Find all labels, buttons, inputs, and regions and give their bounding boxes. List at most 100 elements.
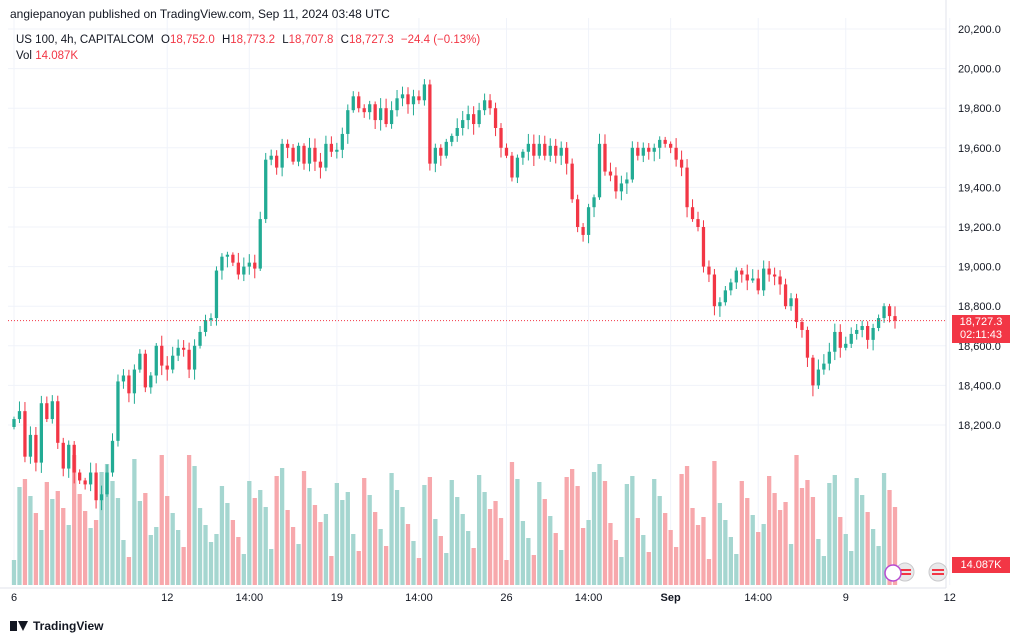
volume-bar xyxy=(668,530,673,585)
candle-body xyxy=(417,96,421,101)
volume-bar xyxy=(285,510,290,585)
volume-bar xyxy=(673,547,679,585)
volume-bar xyxy=(553,533,558,585)
candle-body xyxy=(762,268,766,291)
volume-bar xyxy=(591,472,597,585)
volume-bar xyxy=(827,483,832,585)
candle-body xyxy=(264,159,268,220)
tradingview-logo-icon xyxy=(10,620,28,632)
price-axis[interactable]: 18,200.0 18,400.0 18,600.0 18,800.0 19,000.0… xyxy=(958,24,1001,432)
close-value: 18,727.3 xyxy=(348,34,394,46)
time-axis[interactable]: 6 12 14:00 19 14:00 26 14:00 Sep 14:00 9 12 xyxy=(11,592,956,604)
volume-bar xyxy=(619,557,624,585)
tradingview-branding[interactable]: TradingView xyxy=(10,619,103,633)
candle-body xyxy=(822,363,826,370)
volume-bar xyxy=(695,525,701,585)
volume-bar xyxy=(28,496,33,585)
candle-body xyxy=(515,157,520,178)
candle-body xyxy=(669,143,673,148)
volume-bar xyxy=(767,476,772,585)
volume-bar xyxy=(712,461,717,585)
volume-bar xyxy=(389,473,394,585)
volume-bar xyxy=(586,520,591,585)
volume-bar xyxy=(498,518,504,585)
candle-body xyxy=(882,306,886,319)
volume-bar xyxy=(805,480,810,585)
volume-bar xyxy=(197,508,203,585)
volume-bar xyxy=(269,549,274,585)
candle-body xyxy=(876,318,881,328)
candle-body xyxy=(384,108,388,125)
last-price-value: 18,727.3 xyxy=(959,316,1003,328)
candle-body xyxy=(548,145,552,156)
volume-bar xyxy=(334,483,339,585)
volume-bar xyxy=(340,500,345,585)
volume-bar xyxy=(455,497,460,585)
candle-body xyxy=(203,320,208,332)
volume-bar xyxy=(663,513,668,585)
volume-bar xyxy=(17,487,22,585)
price-tick-label: 18,200.0 xyxy=(958,420,1001,432)
price-tick-label: 19,400.0 xyxy=(958,182,1001,194)
time-tick-label: 26 xyxy=(500,592,512,604)
open-value: 18,752.0 xyxy=(170,34,215,46)
candle-body xyxy=(767,268,771,275)
volume-bar xyxy=(405,524,411,585)
volume-bar xyxy=(493,501,498,585)
candle-body xyxy=(696,219,700,227)
close-label: C xyxy=(340,34,349,46)
volume-bar xyxy=(214,534,219,585)
candle-body xyxy=(247,262,251,267)
volume-bar xyxy=(504,560,509,585)
time-tick-label: Sep xyxy=(661,592,681,604)
candle-body xyxy=(811,357,815,386)
volume-bar xyxy=(44,482,49,585)
price-tick-label: 19,000.0 xyxy=(958,262,1001,274)
volume-bar xyxy=(460,514,465,585)
volume-bar xyxy=(734,554,739,585)
candle-body xyxy=(679,159,684,168)
bar-countdown: 02:11:43 xyxy=(959,329,1002,341)
volume-label: Vol xyxy=(16,50,32,62)
volume-bar xyxy=(115,498,121,585)
candle-body xyxy=(192,345,197,370)
candle-body xyxy=(466,114,470,121)
candle-body xyxy=(559,147,563,156)
volume-bar xyxy=(624,484,630,585)
candle-body xyxy=(658,139,662,148)
volume-bar xyxy=(66,525,71,585)
volume-bar xyxy=(438,536,443,585)
candle-body xyxy=(636,147,640,156)
price-tick-label: 19,800.0 xyxy=(958,103,1001,115)
volume-bar xyxy=(137,501,142,585)
candle-body xyxy=(504,147,509,156)
change-value: −24.4 (−0.13%) xyxy=(400,34,481,46)
candle-body xyxy=(72,444,76,473)
candle-body xyxy=(439,147,443,156)
volume-bar xyxy=(870,529,876,585)
volume-bar xyxy=(690,508,695,585)
volume-bar xyxy=(706,559,712,585)
volume-bar xyxy=(849,551,854,585)
volume-bar xyxy=(307,488,312,585)
candle-body xyxy=(160,345,164,366)
volume-bar xyxy=(772,493,777,585)
symbol-name[interactable]: US 100, 4h, CAPITALCOM xyxy=(16,34,154,46)
candle-body xyxy=(789,298,793,307)
candle-body xyxy=(236,262,240,275)
candle-body xyxy=(56,401,60,443)
candle-body xyxy=(586,207,591,235)
candle-body xyxy=(105,472,109,495)
candle-body xyxy=(849,333,853,344)
flag-icons[interactable] xyxy=(884,562,948,582)
volume-bar xyxy=(351,534,356,585)
candle-body xyxy=(187,349,191,370)
candle-body xyxy=(510,155,514,178)
candle-body xyxy=(778,276,782,285)
volume-bar xyxy=(613,540,619,585)
candle-body xyxy=(865,326,870,340)
candle-body xyxy=(565,147,569,164)
candle-body xyxy=(625,179,629,184)
candle-body xyxy=(214,270,219,319)
